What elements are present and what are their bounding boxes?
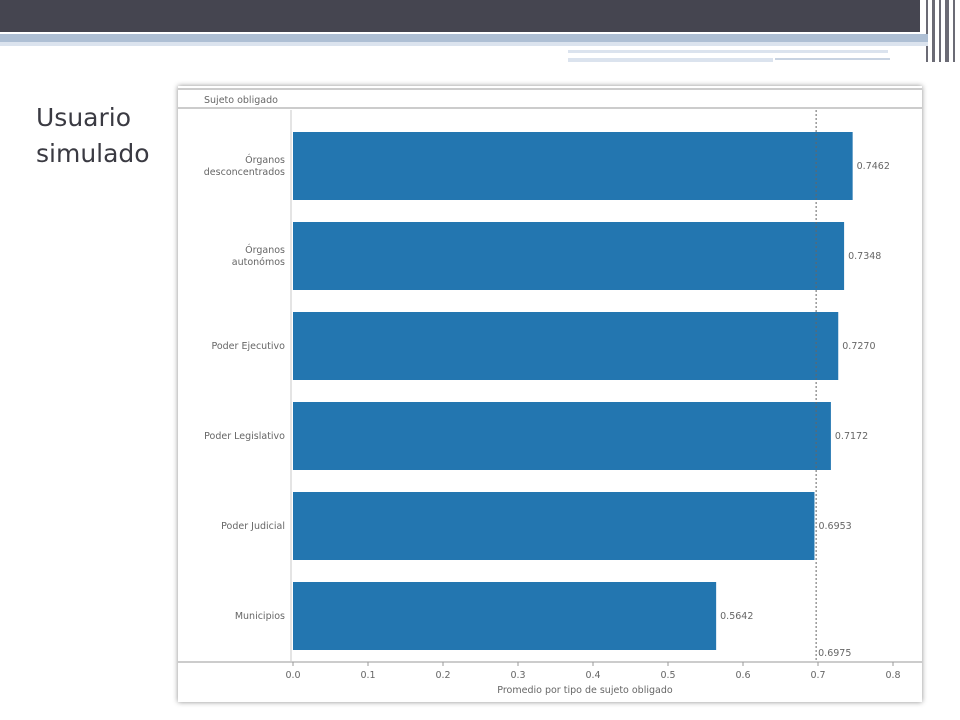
category-label: Poder Judicial xyxy=(221,521,285,532)
bar-chart: Sujeto obligadoÓrganosdesconcentrados0.7… xyxy=(178,88,922,696)
slide-header-bar xyxy=(0,0,960,32)
header-stripe xyxy=(775,58,890,60)
category-label: Municipios xyxy=(235,611,285,622)
category-label: Órganos xyxy=(245,154,285,166)
bar xyxy=(293,582,717,650)
x-axis-title: Promedio por tipo de sujeto obligado xyxy=(497,685,673,696)
slide-header-corner xyxy=(920,0,960,64)
category-label: Poder Ejecutivo xyxy=(211,341,285,352)
category-label: desconcentrados xyxy=(204,167,285,178)
header-stripe xyxy=(568,58,773,62)
corner-line xyxy=(953,0,955,62)
x-tick-label: 0.6 xyxy=(735,670,750,681)
category-label: Órganos xyxy=(245,244,285,256)
slide-title: Usuario simulado xyxy=(36,100,176,172)
header-stripe xyxy=(568,50,888,53)
reference-line-label: 0.6975 xyxy=(818,648,851,659)
x-tick-label: 0.0 xyxy=(285,670,300,681)
corner-line xyxy=(939,0,941,62)
bar xyxy=(293,222,845,290)
header-stripe xyxy=(0,42,928,46)
category-label: Poder Legislativo xyxy=(204,431,285,442)
x-tick-label: 0.7 xyxy=(810,670,825,681)
category-label: autonómos xyxy=(232,257,285,268)
value-label: 0.7172 xyxy=(835,431,868,442)
x-tick-label: 0.5 xyxy=(660,670,675,681)
bar xyxy=(293,132,853,200)
corner-line xyxy=(932,0,935,62)
value-label: 0.7348 xyxy=(848,251,881,262)
x-tick-label: 0.8 xyxy=(885,670,900,681)
x-tick-label: 0.1 xyxy=(360,670,375,681)
header-stripe xyxy=(0,34,928,42)
x-tick-label: 0.3 xyxy=(510,670,525,681)
corner-line xyxy=(945,0,949,62)
value-label: 0.5642 xyxy=(720,611,753,622)
value-label: 0.7462 xyxy=(857,161,890,172)
value-label: 0.6953 xyxy=(818,521,851,532)
category-axis-label: Sujeto obligado xyxy=(204,95,278,106)
value-label: 0.7270 xyxy=(842,341,875,352)
x-tick-label: 0.4 xyxy=(585,670,600,681)
slide-title-text: Usuario simulado xyxy=(36,103,150,168)
corner-line xyxy=(926,0,928,62)
bar xyxy=(293,402,831,470)
bar xyxy=(293,312,839,380)
bar xyxy=(293,492,815,560)
x-tick-label: 0.2 xyxy=(435,670,450,681)
chart-image-frame: Sujeto obligado Órganos desconcentrados 0.7… xyxy=(178,86,922,702)
